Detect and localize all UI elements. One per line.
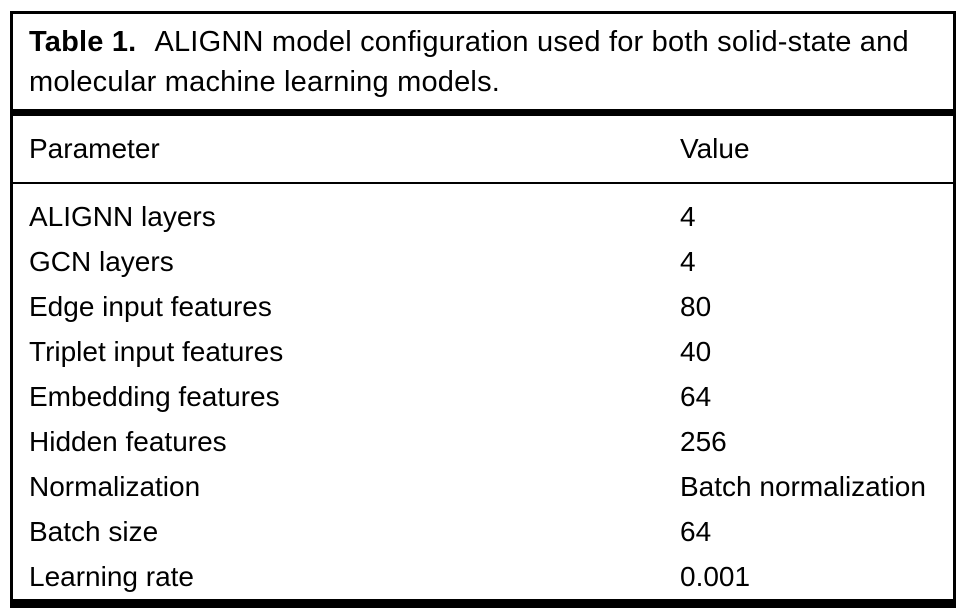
thick-rule-bottom [13, 599, 953, 605]
column-header-value: Value [680, 133, 750, 164]
parameter-cell: Edge input features [29, 290, 272, 322]
table-row: Edge input features 80 [29, 284, 937, 329]
table-row: Embedding features 64 [29, 374, 937, 419]
header-divider-rule [13, 182, 953, 184]
table-row: Learning rate 0.001 [29, 554, 937, 599]
table-caption: Table 1. ALIGNN model configuration used … [13, 14, 953, 102]
table-row: GCN layers 4 [29, 239, 937, 284]
parameter-cell: Batch size [29, 515, 159, 547]
parameter-cell: Learning rate [29, 560, 195, 592]
value-cell: 256 [680, 425, 727, 457]
table-caption-label: Table 1. [29, 26, 137, 58]
table-body: ALIGNN layers 4 GCN layers 4 Edge input … [13, 184, 953, 599]
value-cell: 4 [680, 245, 696, 277]
parameter-cell: Normalization [29, 470, 201, 502]
thick-rule-top [13, 109, 953, 116]
column-header-parameter: Parameter [29, 133, 160, 164]
parameter-cell: Hidden features [29, 425, 227, 457]
parameter-cell: Embedding features [29, 380, 280, 412]
table-1-container: Table 1. ALIGNN model configuration used … [10, 11, 956, 608]
parameter-cell: Triplet input features [29, 335, 284, 367]
value-cell: 64 [680, 515, 712, 547]
value-cell: 40 [680, 335, 712, 367]
value-cell: Batch normalization [680, 470, 926, 502]
table-header-row: Parameter Value [13, 116, 953, 182]
table-row: Normalization Batch normalization [29, 464, 937, 509]
value-cell: 4 [680, 200, 696, 232]
parameter-cell: GCN layers [29, 245, 174, 277]
table-caption-text: ALIGNN model configuration used for both… [29, 26, 909, 98]
value-cell: 80 [680, 290, 712, 322]
table-row: Batch size 64 [29, 509, 937, 554]
value-cell: 0.001 [680, 560, 751, 592]
table-row: ALIGNN layers 4 [29, 194, 937, 239]
value-cell: 64 [680, 380, 712, 412]
parameter-cell: ALIGNN layers [29, 200, 216, 232]
table-row: Triplet input features 40 [29, 329, 937, 374]
table-row: Hidden features 256 [29, 419, 937, 464]
